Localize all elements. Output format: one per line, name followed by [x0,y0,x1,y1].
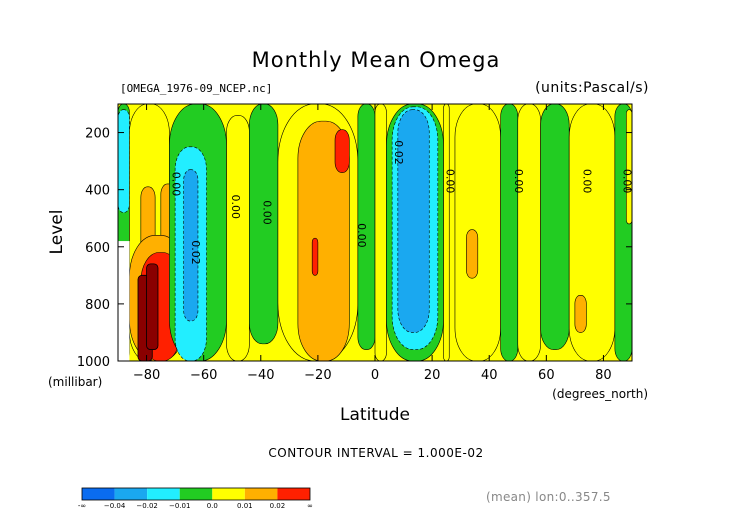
contour-label-9: 0.00 [620,169,633,194]
colorbar-swatch-4 [212,488,245,500]
colorbar-swatch-1 [114,488,148,500]
y-axis: 200 400 600 800 1000 [77,127,632,370]
chart-title: Monthly Mean Omega [251,48,501,72]
colorbar: -∞ −0.04 −0.02 −0.01 0.0 0.01 0.02 ∞ [78,487,313,510]
y-tick-label-2: 600 [85,241,110,256]
mean-label: (mean) lon:0..357.5 [486,490,611,504]
x-axis-label: Latitude [340,405,410,425]
y-tick-label-0: 200 [85,127,110,142]
contour-label-8: 0.00 [580,169,593,194]
contour-region-15 [311,237,319,276]
contour-label-5: 0.02 [392,140,405,165]
contour-region-25 [517,104,541,361]
x-tick-label-6: 40 [481,368,498,383]
y-axis-label: Level [47,210,67,255]
colorbar-swatch-0 [82,488,115,500]
colorbar-frame [81,487,311,501]
contour-label-2: 0.00 [229,195,242,220]
contour-label-4: 0.00 [355,223,368,248]
colorbar-label-3: −0.01 [169,502,190,510]
x-tick-label-1: −60 [190,368,217,383]
contour-region-23 [466,229,479,279]
contour-region-9 [183,169,199,322]
colorbar-label-2: −0.02 [136,502,157,510]
contour-region-10 [226,115,250,361]
contour-label-3: 0.00 [261,200,274,225]
colorbar-label-5: 0.01 [237,502,253,510]
colorbar-swatch-5 [244,488,278,500]
contour-region-22 [454,104,501,361]
contour-label-6: 0.00 [443,169,456,194]
colorbar-label-1: −0.04 [104,502,126,510]
file-label: [OMEGA_1976-09_NCEP.nc] [120,82,273,95]
contour-region-13 [297,120,350,361]
y-tick-label-3: 800 [85,298,110,313]
x-tick-label-8: 80 [595,368,612,383]
y-axis-unit: (millibar) [48,375,102,389]
plot-fill [118,104,632,361]
contour-region-21 [443,104,450,361]
contour-region-24 [500,104,519,361]
contour-labels: 0.00 0.02 0.00 0.00 0.00 0.02 0.00 0.00 0.00 0.00 [169,140,633,265]
x-axis-unit: (degrees_north) [552,387,648,401]
contour-region-30 [625,109,632,225]
colorbar-label-6: 0.02 [270,502,286,510]
contour-region-20 [397,109,430,333]
contour-region-26 [540,104,570,350]
contour-label-7: 0.00 [512,169,525,194]
missing-data-0 [118,241,130,361]
x-tick-label-4: 0 [371,368,379,383]
contour-label-0: 0.00 [169,172,182,197]
contour-interval-label: CONTOUR INTERVAL = 1.000E-02 [268,446,484,460]
x-axis: −80 −60 −40 −20 0 20 40 60 80 [133,104,612,383]
colorbar-label-0: -∞ [78,502,86,510]
x-tick-label-5: 20 [424,368,441,383]
x-tick-label-7: 60 [538,368,555,383]
colorbar-swatch-3 [179,488,213,500]
contour-region-28 [574,295,587,333]
contour-region-14 [334,129,350,173]
dense-contour-1 [146,263,159,350]
x-tick-label-3: −20 [304,368,331,383]
colorbar-swatch-2 [147,488,180,500]
colorbar-swatch-6 [277,488,310,500]
units-label: (units:Pascal/s) [535,80,649,96]
contour-label-1: 0.02 [189,240,202,265]
y-tick-label-1: 400 [85,184,110,199]
contour-region-1 [118,109,130,213]
contour-region-17 [374,104,387,361]
x-tick-label-0: −80 [133,368,160,383]
colorbar-label-7: ∞ [307,502,313,510]
y-tick-label-4: 1000 [77,355,110,370]
x-tick-label-2: −40 [247,368,274,383]
colorbar-label-4: 0.0 [207,502,218,510]
